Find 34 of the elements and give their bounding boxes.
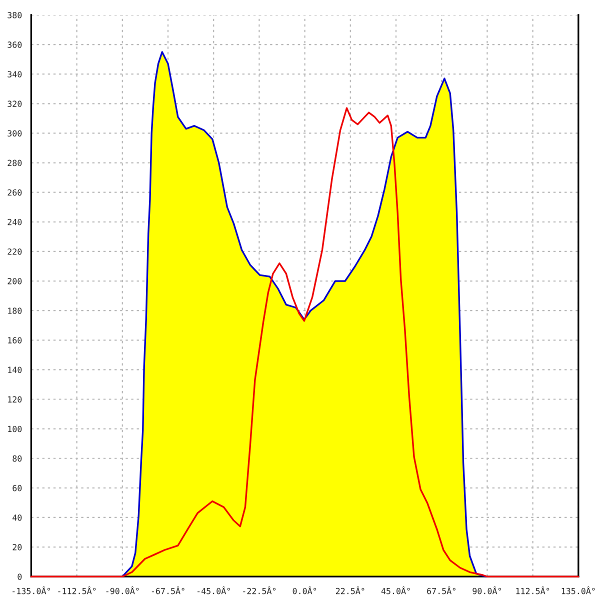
x-tick-label: -135.0Â°: [12, 586, 50, 594]
y-tick-label: 20: [12, 544, 22, 550]
y-tick-label: 80: [12, 455, 22, 462]
y-tick-label: 220: [8, 248, 22, 255]
x-tick-label: -90.0Â°: [106, 586, 139, 594]
y-tick-label: 160: [8, 337, 22, 344]
y-tick-label: 200: [8, 278, 22, 284]
x-tick-label: 45.0Â°: [381, 586, 410, 594]
y-tick-label: 320: [8, 100, 22, 107]
x-tick-label: -22.5Â°: [243, 586, 276, 594]
y-tick-label: 340: [8, 71, 22, 78]
y-tick-label: 120: [8, 396, 22, 403]
x-tick-label: 112.5Â°: [516, 586, 550, 594]
y-tick-label: 240: [8, 218, 22, 226]
y-tick-label: 360: [8, 42, 22, 48]
x-tick-label: -112.5Â°: [58, 586, 96, 594]
y-tick-label: 140: [8, 366, 22, 373]
line-series: [122, 51, 488, 578]
y-tick-label: 100: [8, 426, 22, 432]
x-tick-label: 22.5Â°: [336, 586, 364, 594]
y-tick-label: 40: [12, 514, 22, 521]
y-tick-label: 280: [8, 160, 22, 166]
x-tick-label: 0.0Â°: [292, 586, 316, 594]
y-tick-label: 180: [8, 308, 22, 314]
y-tick-label: 380: [8, 12, 22, 18]
x-tick-label: 135.0Â°: [562, 586, 595, 594]
y-tick-label: 60: [12, 484, 22, 492]
x-tick-label: 67.5Â°: [427, 586, 456, 594]
x-tick-label: -45.0Â°: [197, 586, 230, 594]
x-tick-label: 90.0Â°: [472, 586, 502, 594]
y-tick-label: 0: [18, 574, 22, 580]
y-tick-label: 260: [8, 189, 22, 196]
x-tick-label: -67.5Â°: [152, 586, 184, 594]
y-tick-label: 300: [8, 130, 22, 137]
